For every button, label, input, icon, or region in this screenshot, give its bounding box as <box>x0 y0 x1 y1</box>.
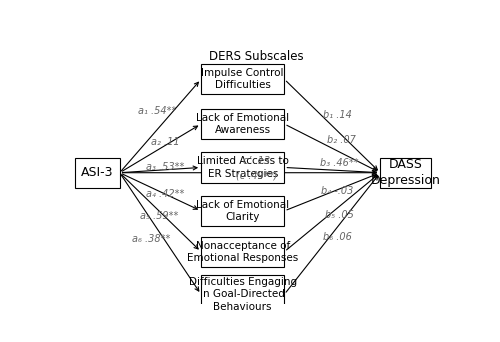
Text: a₅ .59**: a₅ .59** <box>140 211 178 221</box>
Text: ASI-3: ASI-3 <box>81 166 114 179</box>
Text: Difficulties Engaging
in Goal-Directed
Behaviours: Difficulties Engaging in Goal-Directed B… <box>188 277 297 312</box>
Text: Limited Access to
ER Strategies: Limited Access to ER Strategies <box>197 156 288 179</box>
FancyBboxPatch shape <box>201 237 284 267</box>
FancyBboxPatch shape <box>75 158 120 188</box>
Text: DASS
Depression: DASS Depression <box>370 158 440 187</box>
Text: a₆ .38**: a₆ .38** <box>132 234 171 244</box>
FancyBboxPatch shape <box>201 275 284 314</box>
Text: b₁ .14: b₁ .14 <box>323 110 352 120</box>
Text: a₂ .11: a₂ .11 <box>151 137 180 147</box>
Text: b₅ .05: b₅ .05 <box>325 210 354 220</box>
Text: a₄ .42**: a₄ .42** <box>146 189 184 199</box>
Text: DERS Subscales: DERS Subscales <box>209 50 304 63</box>
FancyBboxPatch shape <box>201 152 284 183</box>
FancyBboxPatch shape <box>380 158 430 188</box>
Text: Lack of Emotional
Clarity: Lack of Emotional Clarity <box>196 200 289 222</box>
FancyBboxPatch shape <box>201 64 284 94</box>
Text: (c .49**): (c .49**) <box>236 170 277 180</box>
Text: b₂ .07: b₂ .07 <box>327 135 356 145</box>
Text: Nonacceptance of
Emotional Responses: Nonacceptance of Emotional Responses <box>187 240 298 263</box>
Text: a₁ .54**: a₁ .54** <box>138 106 176 116</box>
Text: a₃ .53**: a₃ .53** <box>146 162 184 172</box>
Text: Impulse Control
Difficulties: Impulse Control Difficulties <box>202 68 284 90</box>
FancyBboxPatch shape <box>201 109 284 139</box>
FancyBboxPatch shape <box>201 196 284 226</box>
Text: b₆ .06: b₆ .06 <box>323 232 352 242</box>
Text: c’ .13: c’ .13 <box>242 156 270 166</box>
Text: b₄ -.03: b₄ -.03 <box>322 186 354 196</box>
Text: b₃ .46**: b₃ .46** <box>320 158 359 169</box>
Text: Lack of Emotional
Awareness: Lack of Emotional Awareness <box>196 113 289 135</box>
